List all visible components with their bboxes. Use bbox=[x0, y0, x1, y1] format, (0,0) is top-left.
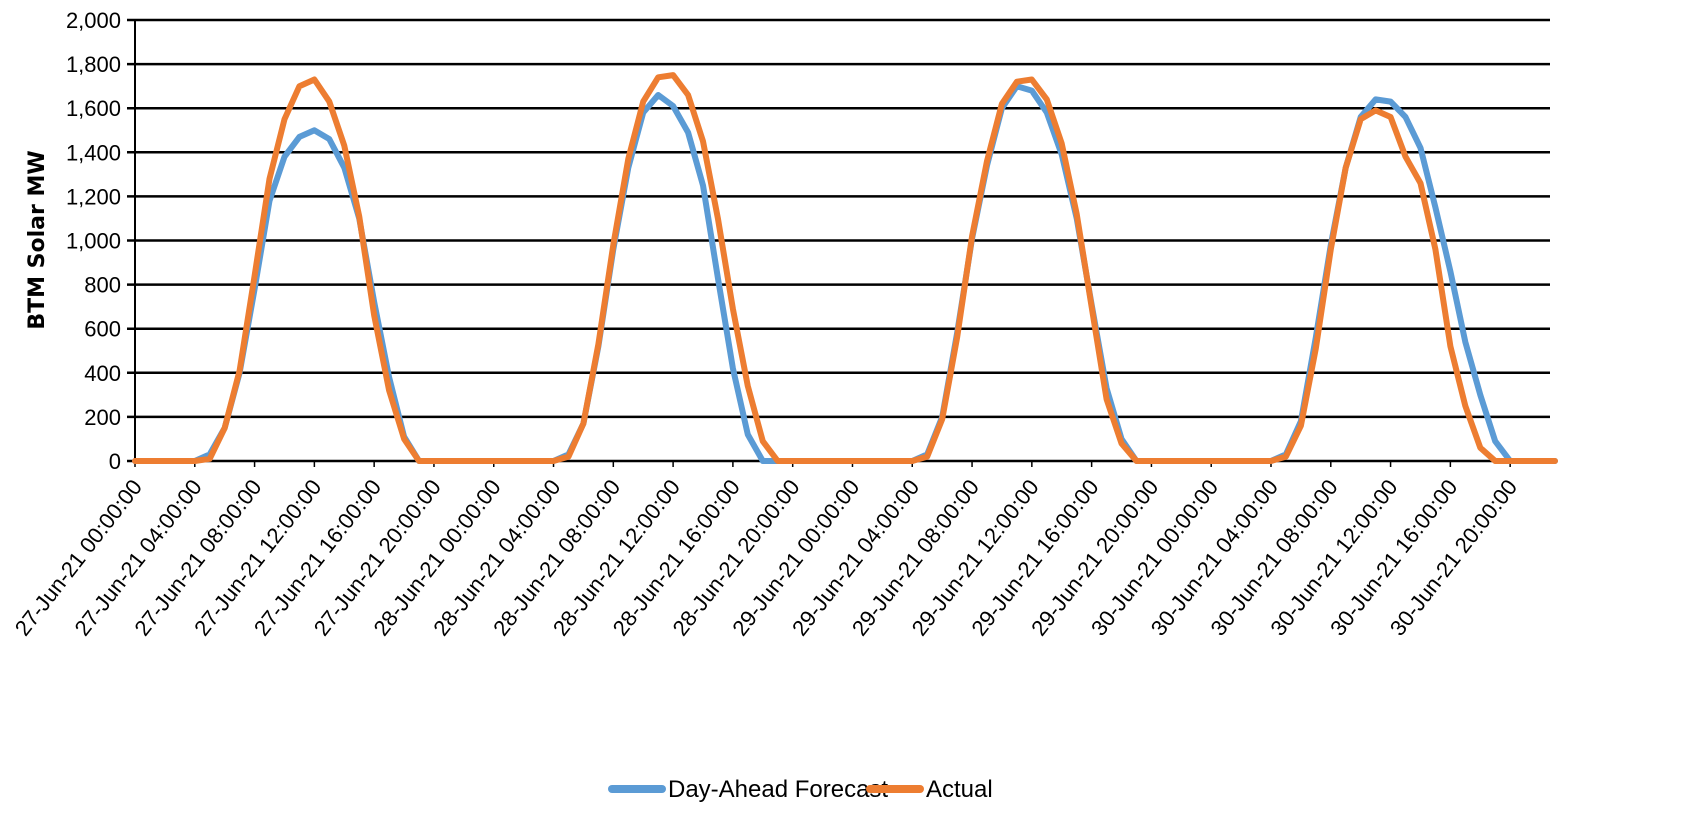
y-tick-label: 1,400 bbox=[66, 140, 121, 165]
legend-label: Actual bbox=[926, 776, 993, 803]
gridlines bbox=[127, 18, 1550, 463]
series-lines bbox=[132, 72, 1558, 464]
series-line-actual bbox=[132, 72, 1558, 464]
y-tick-label: 1,200 bbox=[66, 184, 121, 209]
y-tick-label: 200 bbox=[84, 405, 121, 430]
y-tick-label: 800 bbox=[84, 273, 121, 298]
y-tick-label: 1,000 bbox=[66, 229, 121, 254]
y-axis-label: BTM Solar MW bbox=[25, 150, 50, 329]
y-tick-label: 600 bbox=[84, 317, 121, 342]
legend-label: Day-Ahead Forecast bbox=[668, 776, 888, 803]
y-tick-label: 2,000 bbox=[66, 8, 121, 33]
series-line-day-ahead-forecast bbox=[132, 83, 1558, 464]
y-tick-label: 400 bbox=[84, 361, 121, 386]
y-tick-label: 0 bbox=[109, 449, 121, 474]
y-tick-label: 1,600 bbox=[66, 96, 121, 121]
legend: Day-Ahead Forecast Actual bbox=[608, 776, 993, 803]
y-tick-label: 1,800 bbox=[66, 52, 121, 77]
y-axis-ticks: 0 200 400 600 800 1,000 1,200 1,400 1,600 1,800 2,… bbox=[66, 8, 121, 474]
